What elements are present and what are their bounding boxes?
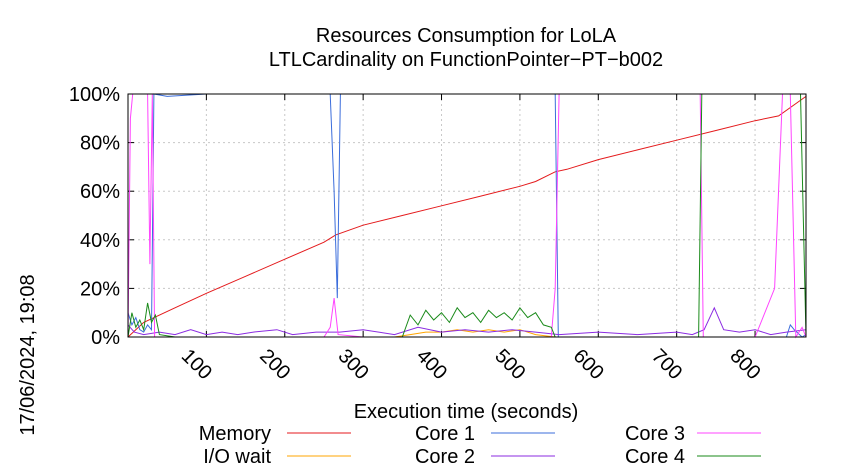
y-tick-label: 40%	[80, 230, 120, 252]
x-tick-label: 100	[177, 345, 216, 384]
legend-label: Memory	[199, 423, 271, 445]
y-tick-label: 20%	[80, 278, 120, 300]
data-series	[127, 93, 807, 339]
x-tick-label: 700	[647, 345, 686, 384]
legend-label: Core 3	[625, 423, 685, 445]
x-tick-label: 500	[490, 345, 529, 384]
x-tick-label: 200	[255, 345, 294, 384]
legend-label: Core 4	[625, 446, 685, 468]
timestamp-label: 17/06/2024, 19:08	[17, 274, 39, 435]
y-tick-label: 60%	[80, 181, 120, 203]
chart-title: Resources Consumption for LoLA	[316, 25, 617, 47]
series-line-core-2	[127, 306, 807, 336]
x-axis-label: Execution time (seconds)	[354, 401, 579, 423]
grid-lines	[128, 93, 806, 338]
x-tick-label: 600	[569, 345, 608, 384]
legend-label: Core 2	[415, 446, 475, 468]
chart-subtitle: LTLCardinality on FunctionPointer−PT−b00…	[269, 49, 663, 71]
y-axis-ticks: 0% 20% 40% 60% 80% 100%	[69, 84, 806, 349]
legend-label: I/O wait	[203, 446, 271, 468]
plot-frame	[127, 93, 807, 338]
y-tick-label: 0%	[91, 327, 120, 349]
x-tick-label: 400	[412, 345, 451, 384]
series-line-core-4	[127, 93, 807, 338]
x-tick-label: 800	[726, 345, 765, 384]
y-tick-label: 100%	[69, 84, 120, 106]
series-line-core-3	[127, 93, 807, 339]
x-tick-label: 300	[334, 345, 373, 384]
series-line-core-1	[127, 93, 807, 338]
legend-label: Core 1	[415, 423, 475, 445]
series-line-memory	[127, 95, 807, 338]
y-tick-label: 80%	[80, 133, 120, 155]
